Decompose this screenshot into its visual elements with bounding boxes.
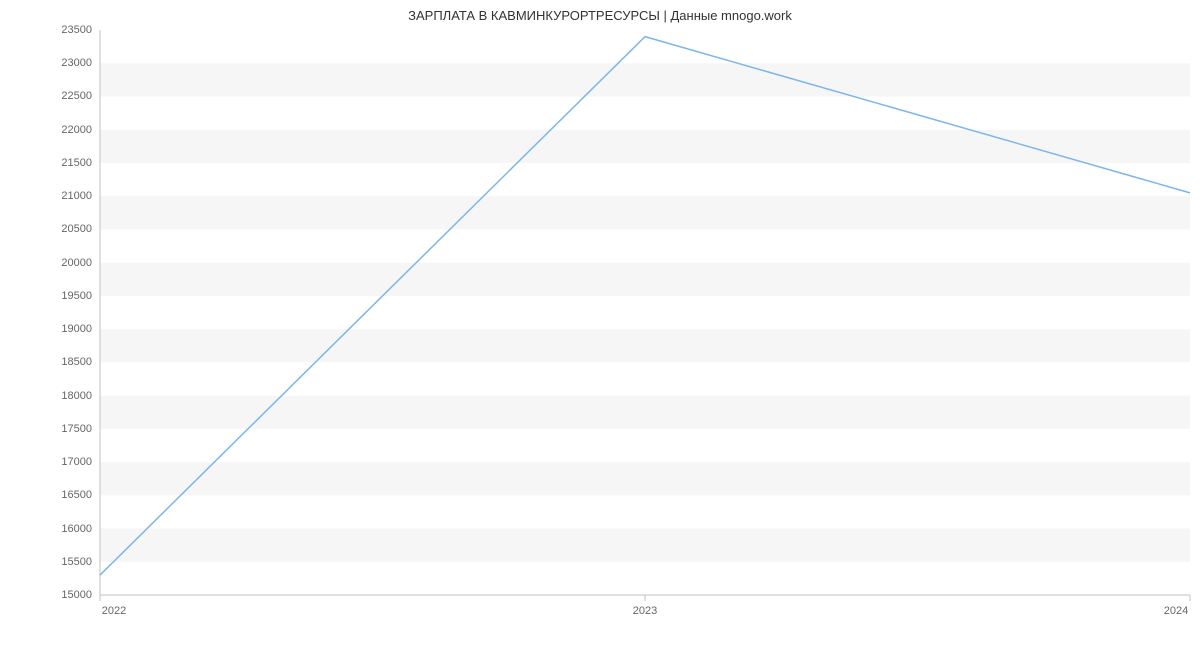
y-tick-label: 15000 (61, 589, 92, 601)
y-tick-label: 23500 (61, 24, 92, 36)
y-tick-label: 19000 (61, 323, 92, 335)
y-tick-label: 21000 (61, 190, 92, 202)
y-tick-label: 18000 (61, 390, 92, 402)
y-tick-label: 16500 (61, 489, 92, 501)
y-tick-label: 16000 (61, 523, 92, 535)
x-tick-label: 2023 (633, 605, 657, 617)
y-tick-label: 21500 (61, 157, 92, 169)
y-tick-label: 17500 (61, 423, 92, 435)
x-tick-label: 2022 (102, 605, 126, 617)
plot-area (100, 30, 1190, 595)
y-tick-label: 19500 (61, 290, 92, 302)
y-tick-label: 20500 (61, 223, 92, 235)
y-tick-label: 15500 (61, 556, 92, 568)
line-chart: ЗАРПЛАТА В КАВМИНКУРОРТРЕСУРСЫ | Данные … (0, 0, 1200, 650)
x-axis-labels: 2022 2023 2024 (100, 605, 1190, 625)
y-tick-label: 20000 (61, 257, 92, 269)
y-tick-label: 17000 (61, 456, 92, 468)
chart-title: ЗАРПЛАТА В КАВМИНКУРОРТРЕСУРСЫ | Данные … (0, 8, 1200, 23)
y-axis-labels: 1500015500160001650017000175001800018500… (0, 30, 92, 595)
x-tick-label: 2024 (1164, 605, 1188, 617)
y-tick-label: 22000 (61, 124, 92, 136)
y-tick-label: 18500 (61, 356, 92, 368)
y-tick-label: 23000 (61, 57, 92, 69)
y-tick-label: 22500 (61, 90, 92, 102)
